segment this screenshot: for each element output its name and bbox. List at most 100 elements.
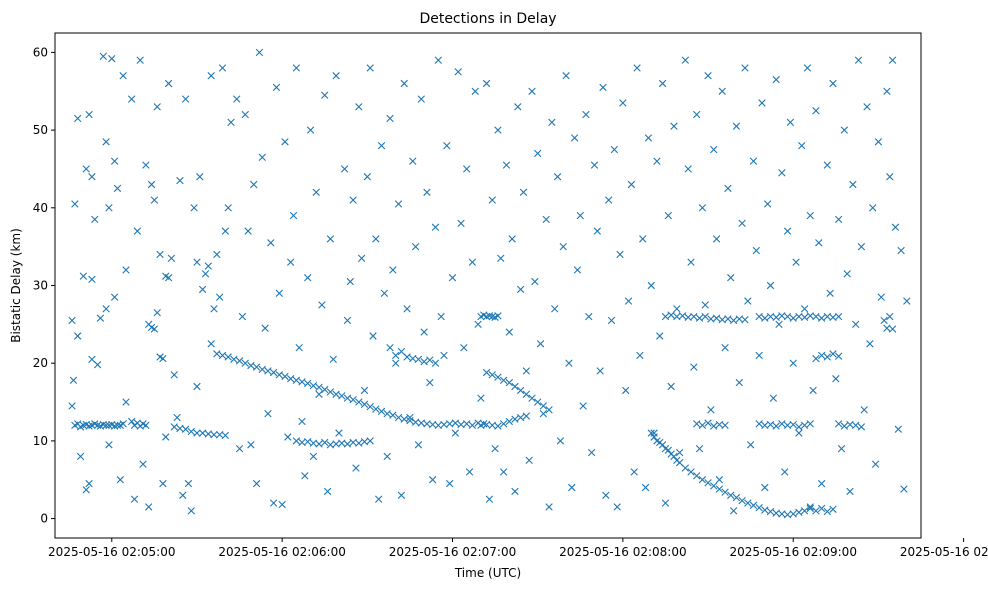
detection-marker <box>497 254 505 262</box>
detection-marker <box>505 328 513 336</box>
detection-marker <box>397 347 406 356</box>
detection-marker <box>102 138 110 146</box>
detection-marker <box>403 353 411 361</box>
detection-marker <box>877 293 885 301</box>
detection-marker <box>386 343 394 352</box>
detection-marker <box>823 507 831 516</box>
detection-marker <box>624 297 633 305</box>
detection-marker <box>122 398 130 406</box>
detection-marker <box>585 312 593 321</box>
detection-marker <box>343 440 352 448</box>
detection-marker <box>786 118 795 127</box>
detection-marker <box>264 410 272 418</box>
detection-marker <box>258 153 266 161</box>
detection-marker <box>278 500 286 509</box>
detection-marker <box>664 446 672 454</box>
detection-marker <box>636 351 644 360</box>
detection-marker <box>482 79 491 88</box>
detection-marker <box>82 486 90 494</box>
detection-marker <box>204 262 213 270</box>
detection-marker <box>556 437 565 445</box>
detection-marker <box>886 312 894 321</box>
detection-marker <box>798 141 806 150</box>
detection-marker <box>806 211 814 220</box>
detection-marker <box>883 87 891 95</box>
detection-marker <box>136 56 144 64</box>
detection-marker <box>445 479 454 488</box>
detection-marker <box>463 165 471 173</box>
detection-marker <box>548 118 556 127</box>
detection-marker <box>244 227 252 235</box>
detection-marker <box>701 301 709 309</box>
detection-marker <box>871 460 880 468</box>
detection-marker <box>695 444 704 453</box>
detection-marker <box>599 83 607 92</box>
detection-marker <box>675 458 684 467</box>
detection-marker <box>363 173 372 181</box>
detection-marker <box>815 239 823 247</box>
detection-marker <box>641 483 650 492</box>
detection-marker <box>360 400 369 409</box>
detection-marker <box>304 437 312 446</box>
chart-title: Detections in Delay <box>419 11 556 27</box>
detection-marker <box>355 103 363 111</box>
detection-marker <box>119 72 127 80</box>
detection-marker <box>812 107 820 115</box>
detection-marker <box>420 328 428 336</box>
detection-marker <box>724 184 732 193</box>
detection-marker <box>218 64 227 72</box>
detection-marker <box>710 482 718 490</box>
detection-marker <box>210 305 218 313</box>
detection-marker <box>667 382 675 391</box>
detection-marker <box>193 429 201 437</box>
detection-marker <box>113 184 122 193</box>
detection-marker <box>184 479 193 488</box>
detection-marker <box>800 313 809 322</box>
detection-marker <box>718 87 726 95</box>
detection-marker <box>775 320 783 329</box>
detection-marker <box>110 157 119 165</box>
detection-marker <box>755 312 763 321</box>
detection-marker <box>633 64 641 72</box>
detection-marker <box>133 227 142 235</box>
detection-marker <box>724 315 732 323</box>
detection-marker <box>494 312 502 320</box>
detection-marker <box>113 421 122 430</box>
detection-marker <box>727 491 735 499</box>
detection-marker <box>88 173 96 181</box>
detection-marker <box>812 312 820 321</box>
detection-marker <box>434 56 442 64</box>
detection-marker <box>806 504 814 513</box>
detection-marker <box>383 452 391 461</box>
detection-marker <box>437 312 445 321</box>
detection-marker <box>409 157 417 165</box>
detection-marker <box>519 188 528 196</box>
detection-marker <box>511 487 519 496</box>
detection-marker <box>499 468 508 476</box>
detection-marker <box>812 354 820 363</box>
detection-marker <box>281 372 289 381</box>
detection-marker <box>460 343 468 352</box>
detection-marker <box>511 382 519 391</box>
detection-marker <box>321 438 329 447</box>
detection-marker <box>678 312 687 320</box>
detection-marker <box>687 468 695 476</box>
detection-marker <box>772 422 780 430</box>
detection-marker <box>829 505 837 513</box>
detection-marker <box>372 405 380 413</box>
detection-marker <box>102 305 110 313</box>
detection-marker <box>570 134 579 142</box>
detection-marker <box>215 293 224 301</box>
detection-marker <box>295 343 303 352</box>
detection-marker <box>159 479 167 488</box>
detection-marker <box>721 343 729 352</box>
detection-marker <box>644 134 653 142</box>
detection-marker <box>96 314 105 322</box>
detection-marker <box>627 180 636 189</box>
detection-marker <box>508 235 516 243</box>
detection-marker <box>230 355 238 363</box>
detection-marker <box>755 420 763 428</box>
detection-marker <box>656 332 664 340</box>
detection-marker <box>352 464 360 472</box>
